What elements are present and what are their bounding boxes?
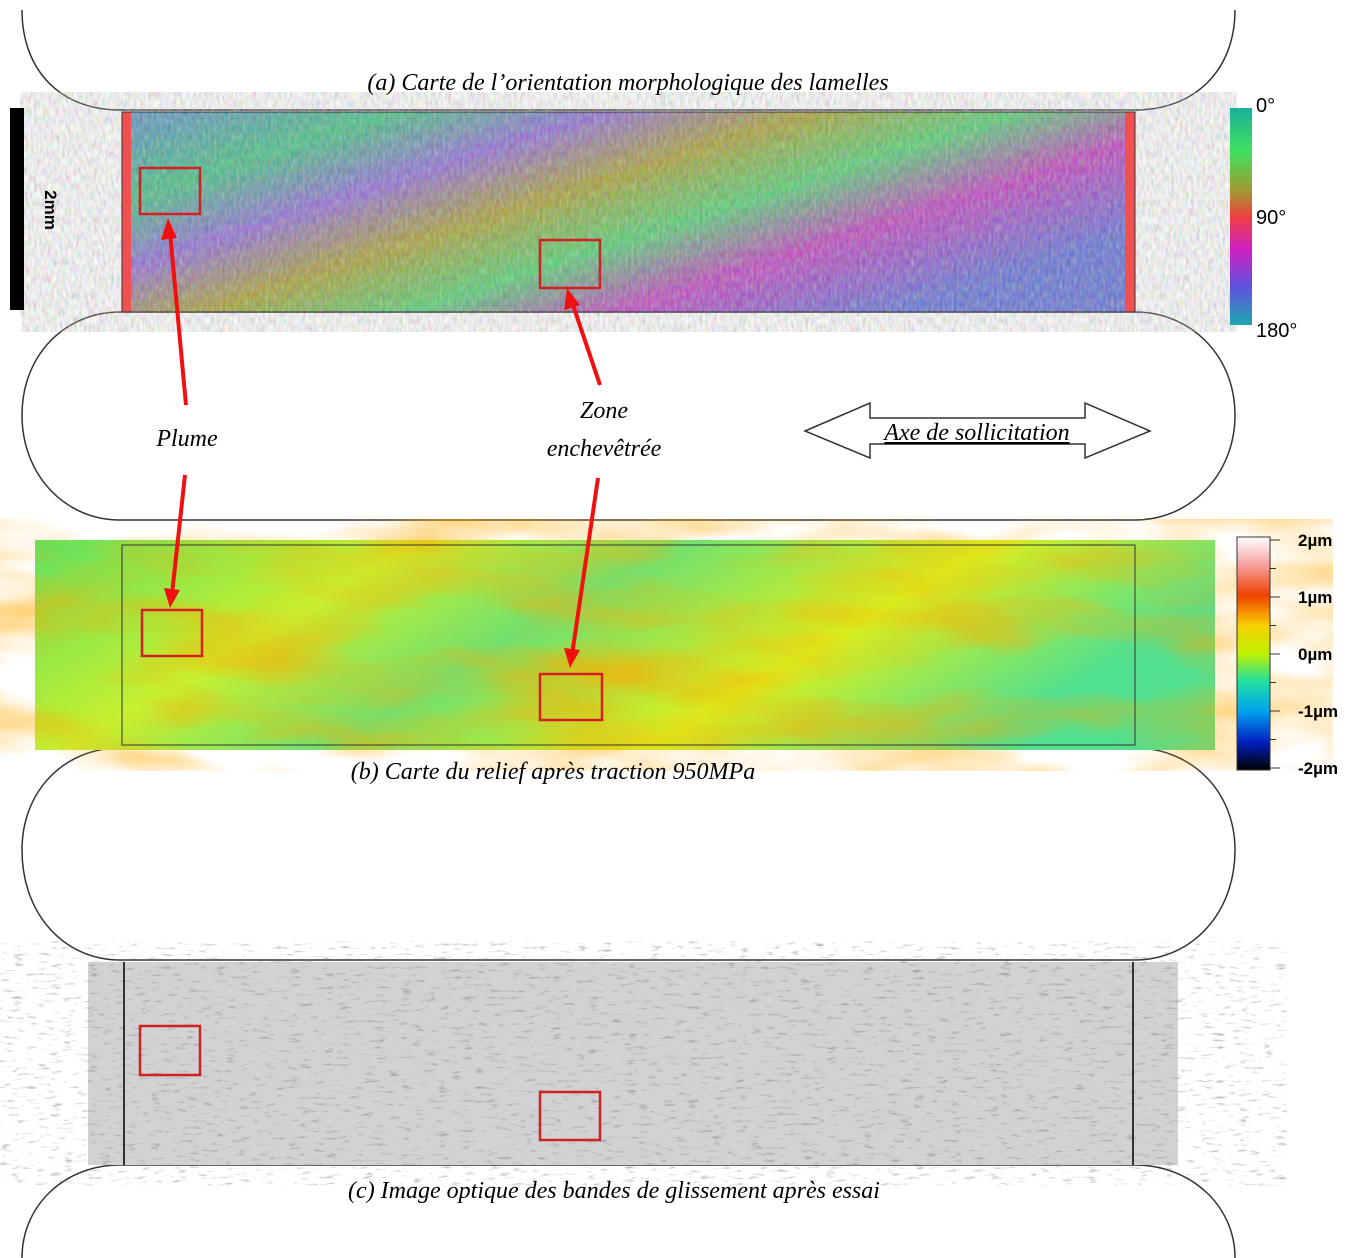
colorbar-label: 90°	[1256, 207, 1286, 229]
region-boxes	[138, 166, 604, 1142]
colorbar	[1236, 536, 1271, 771]
label: Axe de sollicitation	[882, 420, 1069, 446]
colorbar-label: 0µm	[1298, 645, 1332, 664]
specimen-outline	[21, 311, 1236, 521]
caption: (b) Carte du relief après traction 950MP…	[351, 759, 755, 785]
label: Zone	[580, 398, 628, 424]
label: Plume	[155, 426, 218, 452]
colorbar-label: 2µm	[1298, 531, 1332, 550]
load-axis-arrow	[803, 401, 1152, 460]
specimen-outline	[21, 747, 1236, 961]
specimen-outline	[21, 9, 1236, 111]
caption: (a) Carte de l’orientation morphologique…	[367, 70, 888, 96]
caption: (c) Image optique des bandes de glisseme…	[348, 1178, 880, 1204]
colorbar-label: 1µm	[1298, 588, 1332, 607]
label: enchevêtrée	[547, 436, 662, 462]
colorbar-label: 0°	[1256, 95, 1275, 117]
optical-image	[88, 962, 1178, 1165]
arrows	[161, 218, 602, 668]
colorbar-label: 180°	[1256, 320, 1297, 342]
orientation-map	[121, 111, 1136, 313]
colorbar-label: -1µm	[1298, 702, 1338, 721]
relief-map	[35, 540, 1215, 750]
colorbar-label: -2µm	[1298, 759, 1338, 778]
scale-bar	[10, 108, 24, 310]
colorbar	[1230, 108, 1252, 325]
scale-label: 2mm	[41, 190, 60, 230]
